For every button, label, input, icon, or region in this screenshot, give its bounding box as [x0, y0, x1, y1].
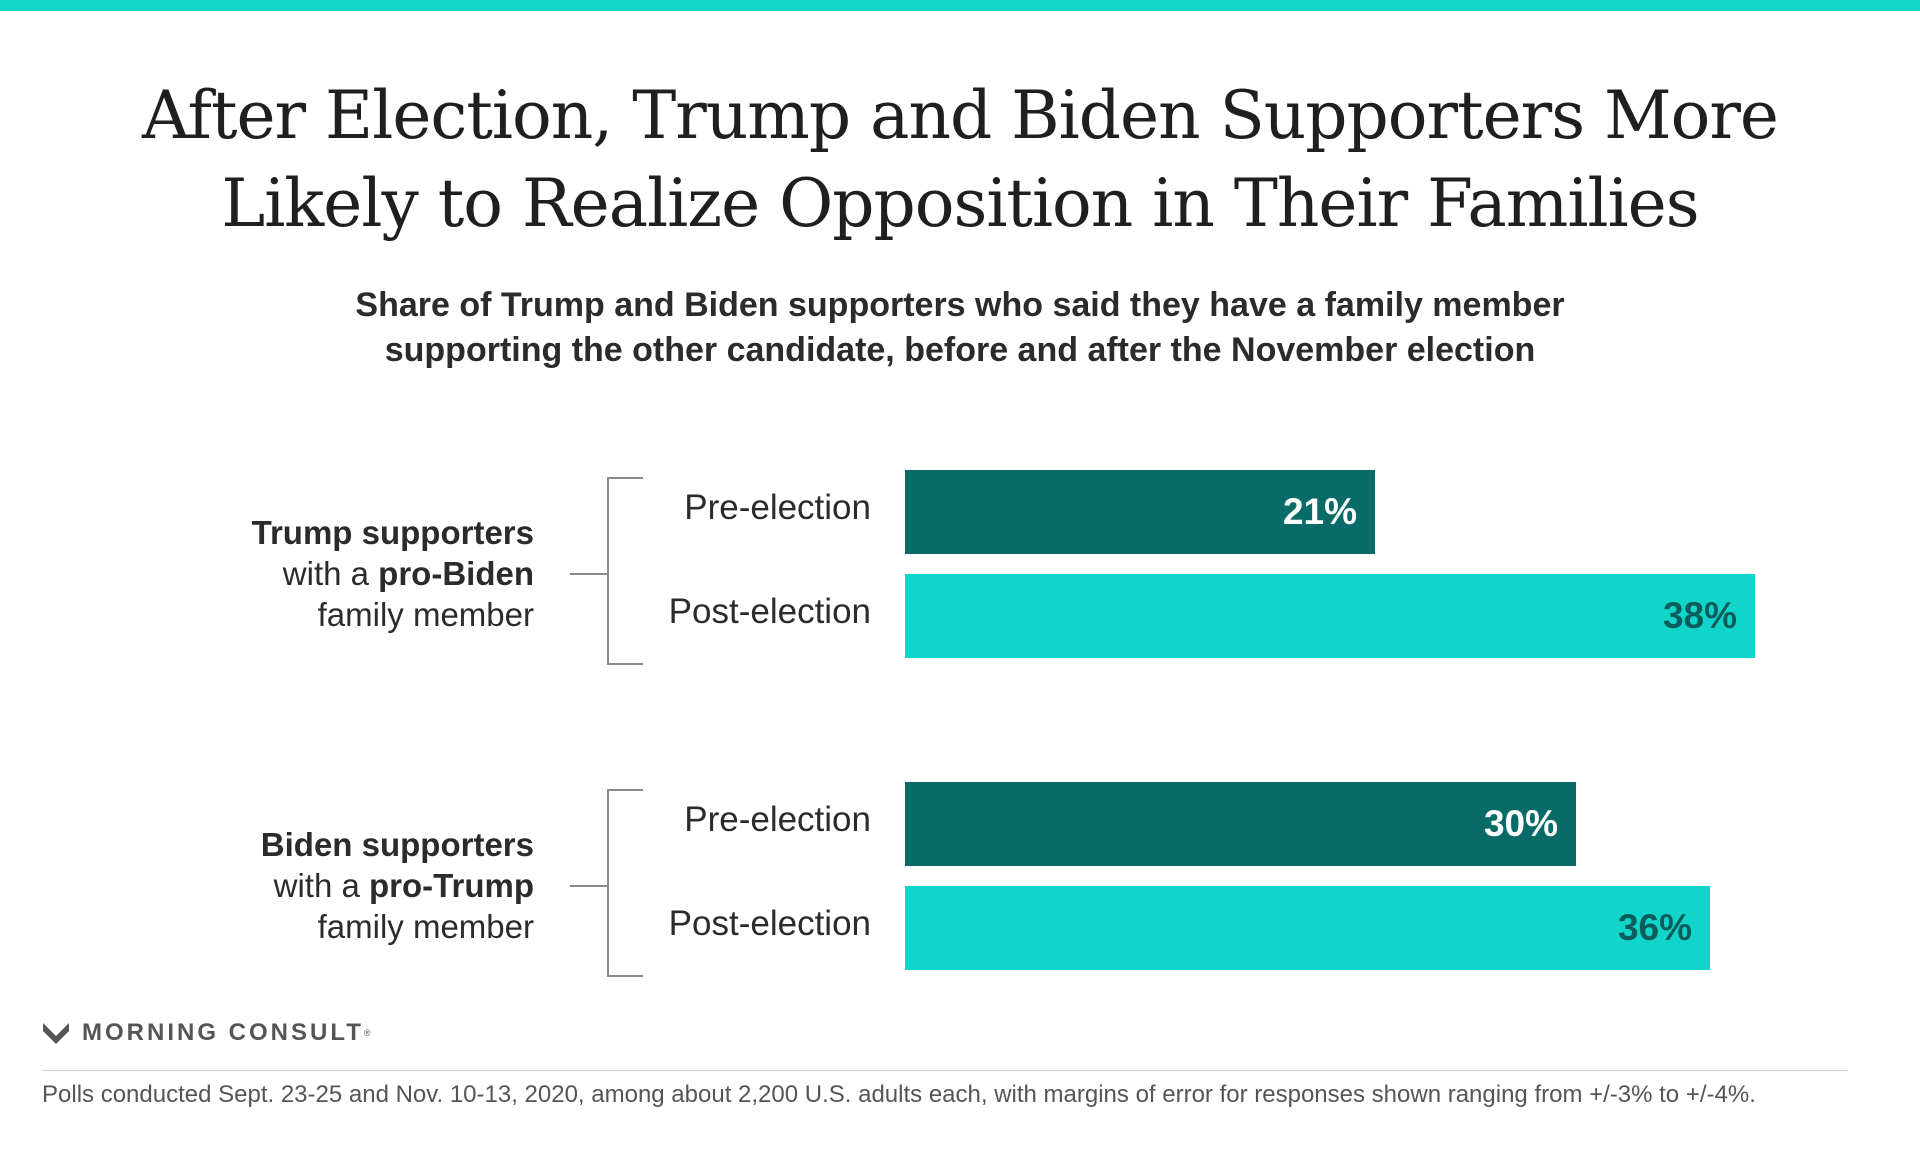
group-label-line-1: Trump supporters — [251, 514, 534, 551]
logo-text: MORNING CONSULT — [82, 1019, 364, 1046]
top-accent-bar — [0, 0, 1920, 11]
bar-value-label: 30% — [1483, 803, 1558, 844]
chart-subtitle: Share of Trump and Biden supporters who … — [160, 283, 1760, 373]
group-label: Biden supporters with a pro-Trump family m… — [114, 824, 534, 947]
bar-category-label: Pre-election — [684, 488, 871, 527]
pre-election-bar: 30% — [905, 782, 1576, 866]
group-label-prefix: with a — [273, 867, 370, 904]
post-election-bar: 38% — [905, 574, 1755, 658]
group-label-emphasis: pro-Trump — [369, 867, 534, 904]
post-election-bar: 36% — [905, 886, 1710, 970]
group-bracket — [607, 789, 643, 977]
title-line-1: After Election, Trump and Biden Supporte… — [142, 77, 1779, 154]
bar-category-label: Post-election — [668, 904, 871, 943]
m-chevron-icon — [43, 1023, 69, 1044]
bar-category-label: Post-election — [668, 592, 871, 631]
pre-election-bar: 21% — [905, 470, 1375, 554]
group-label-line-3: family member — [317, 908, 534, 945]
morning-consult-logo: MORNING CONSULT ® — [42, 1018, 371, 1048]
group-bracket — [607, 477, 643, 665]
footnote: Polls conducted Sept. 23-25 and Nov. 10-… — [42, 1081, 1756, 1108]
logo-registered-mark: ® — [363, 1028, 371, 1038]
subtitle-line-2: supporting the other candidate, before a… — [384, 331, 1536, 369]
bar-category-label: Pre-election — [684, 800, 871, 839]
bracket-stub — [570, 885, 608, 887]
group-label-line-3: family member — [317, 596, 534, 633]
bracket-stub — [570, 573, 608, 575]
bar-value-label: 38% — [1662, 595, 1737, 636]
group-label-prefix: with a — [282, 555, 379, 592]
chart-title: After Election, Trump and Biden Supporte… — [60, 72, 1860, 248]
title-line-2: Likely to Realize Opposition in Their Fa… — [221, 165, 1699, 242]
subtitle-line-1: Share of Trump and Biden supporters who … — [355, 286, 1565, 324]
group-label: Trump supporters with a pro-Biden family m… — [114, 512, 534, 635]
group-label-line-1: Biden supporters — [260, 826, 534, 863]
bar-value-label: 36% — [1617, 907, 1692, 948]
group-label-emphasis: pro-Biden — [378, 555, 534, 592]
bar-value-label: 21% — [1282, 491, 1357, 532]
footer-divider — [42, 1070, 1848, 1071]
